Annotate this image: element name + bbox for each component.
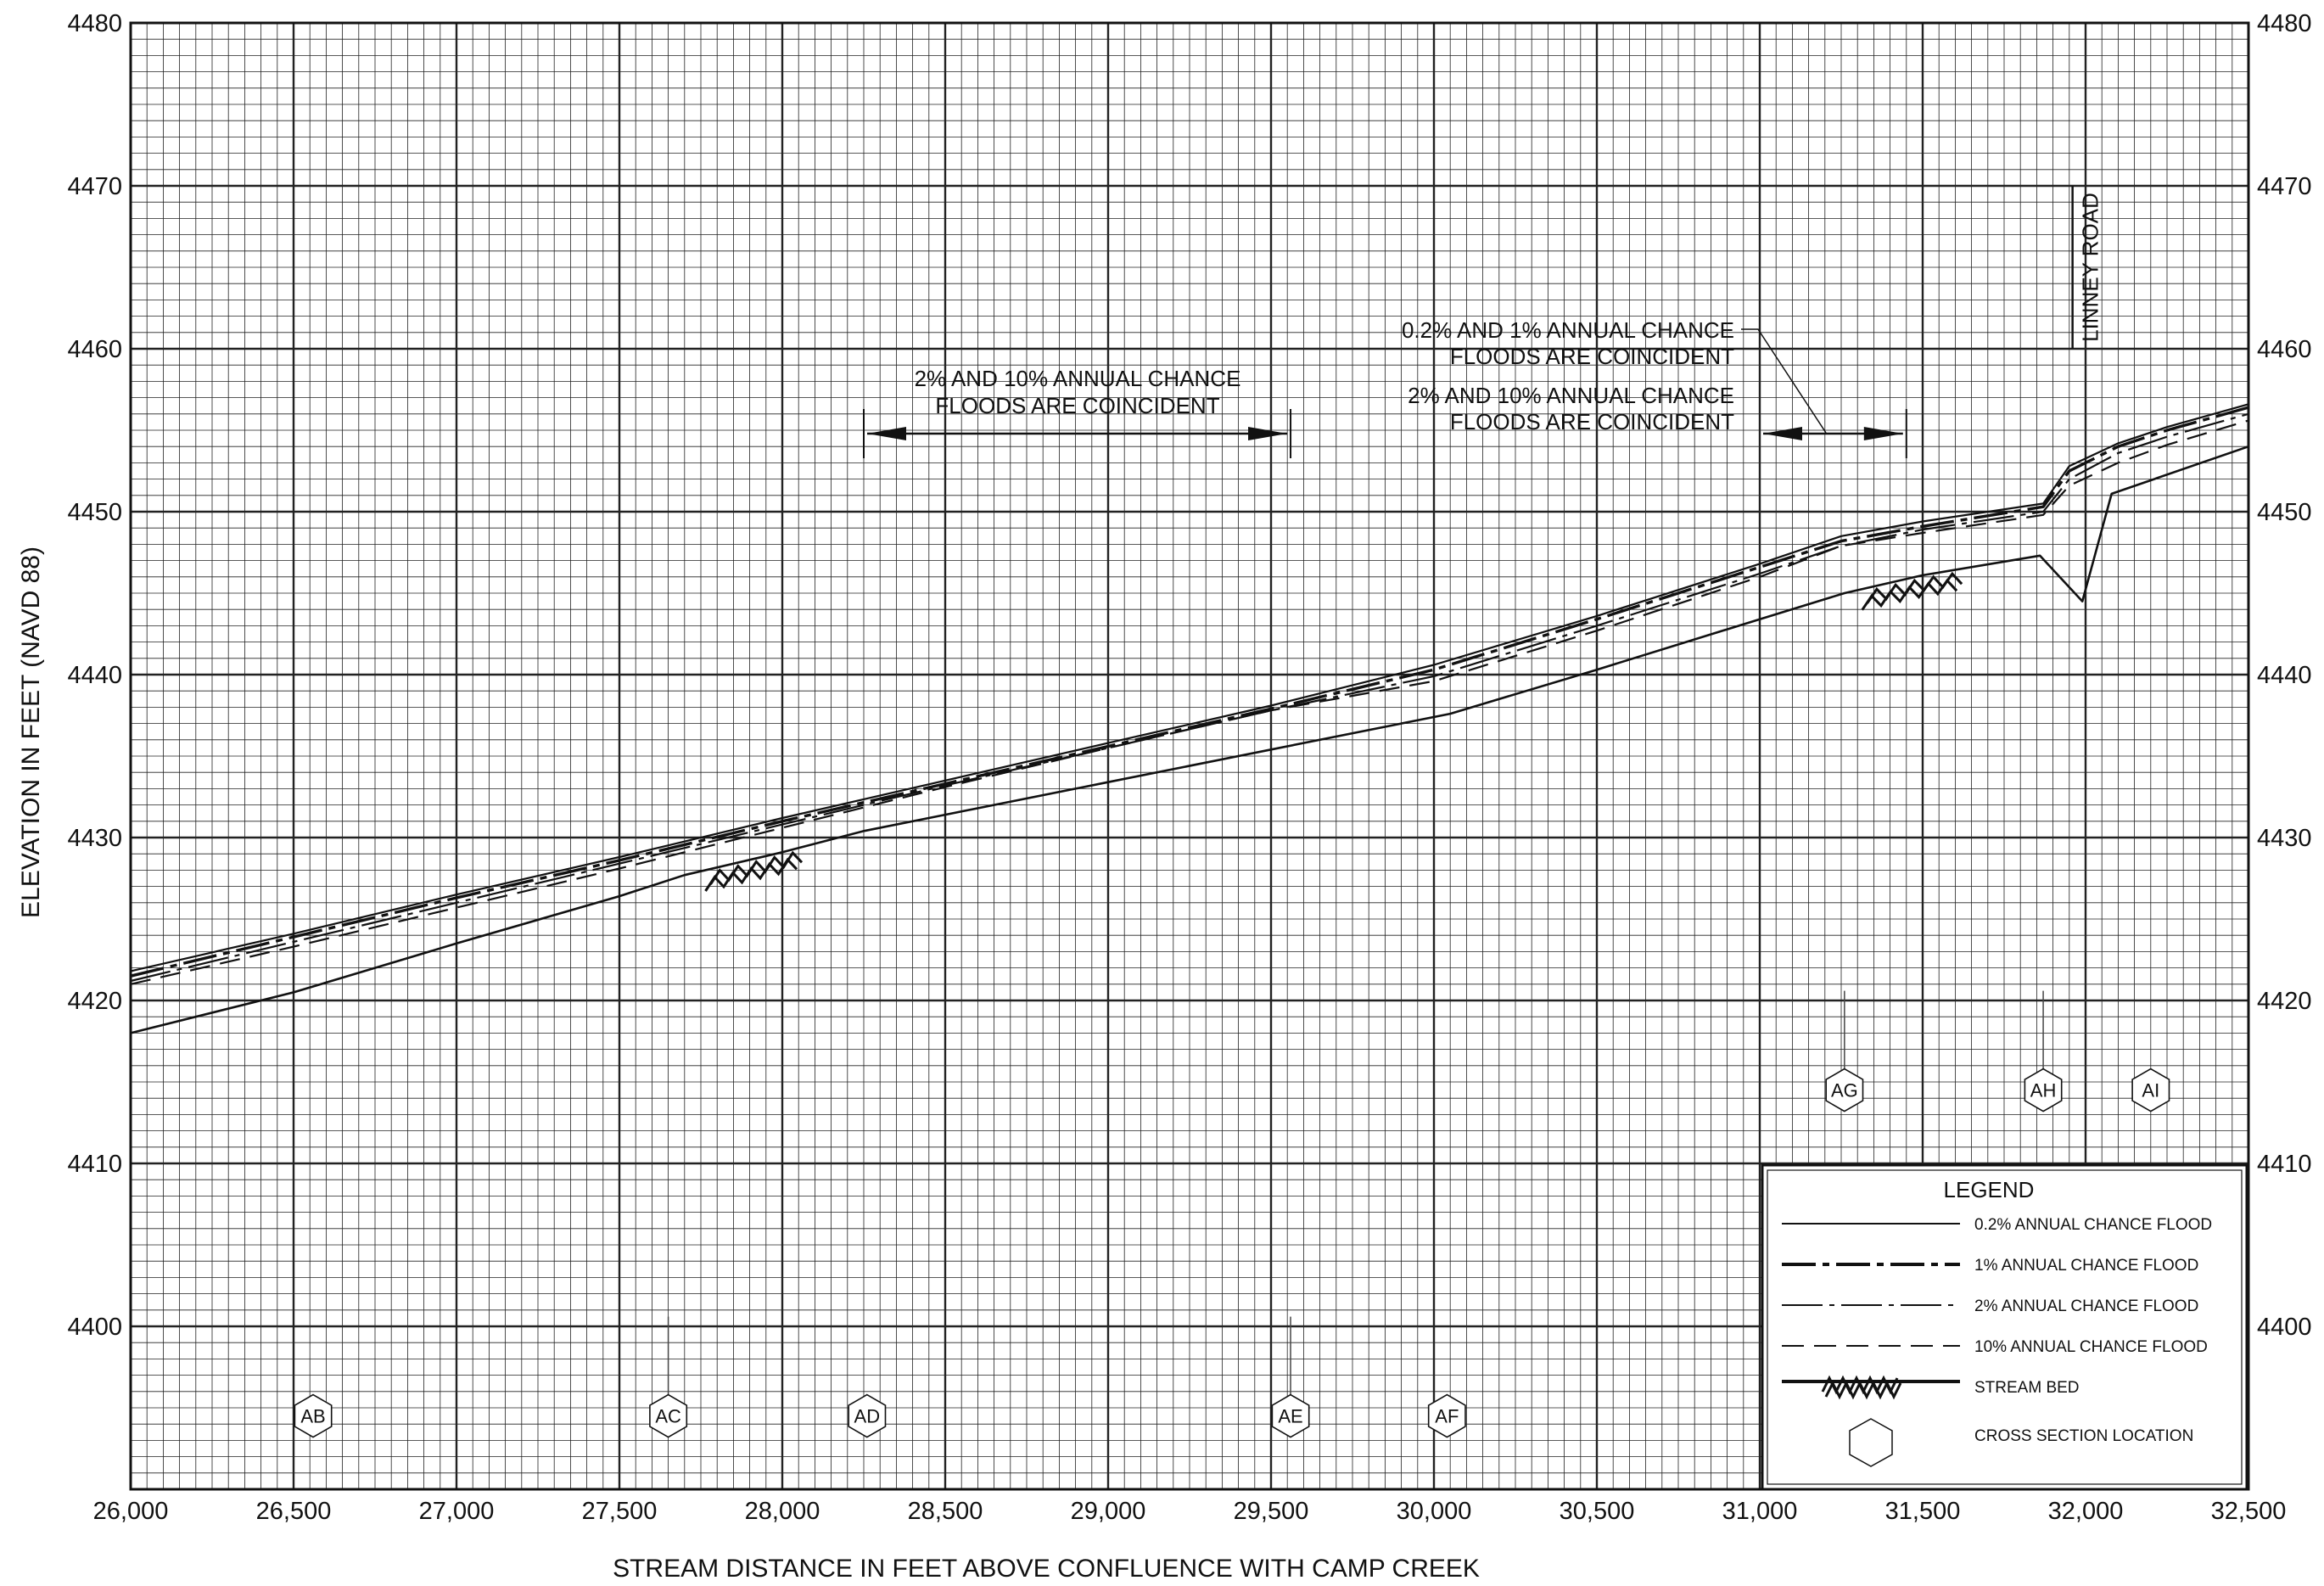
cross-section-hexagon — [1271, 1393, 1310, 1438]
x-tick-label: 29,000 — [1071, 1498, 1146, 1525]
legend-label-5: CROSS SECTION LOCATION — [1974, 1427, 2193, 1445]
legend-swatch-4 — [1782, 1375, 1960, 1400]
y-axis-title: ELEVATION IN FEET (NAVD 88) — [17, 546, 45, 918]
cross-section-hexagon — [649, 1393, 688, 1438]
legend: LEGEND 0.2% ANNUAL CHANCE FLOOD 1% ANNUA… — [1761, 1163, 2248, 1491]
annotation-arrowhead — [867, 427, 906, 440]
series-line-1 — [130, 406, 2249, 978]
legend-label-4: STREAM BED — [1974, 1379, 2080, 1397]
y-tick-label-left: 4480 — [67, 10, 122, 37]
plot-frame — [129, 21, 2250, 1491]
y-tick-label-left: 4430 — [67, 825, 122, 852]
series-group — [130, 403, 2249, 1034]
annotation-arrowhead — [1863, 427, 1903, 440]
x-tick-label: 32,500 — [2211, 1498, 2287, 1525]
legend-label-0: 0.2% ANNUAL CHANCE FLOOD — [1974, 1216, 2212, 1234]
cross-section-group: AB AC AD AE AF AG AH AI — [294, 990, 2170, 1438]
y-tick-label-left: 4460 — [67, 336, 122, 363]
cross-section-hexagon — [2131, 1068, 2170, 1112]
annotation-text: 2% AND 10% ANNUAL CHANCE — [915, 366, 1241, 391]
stream-bed-hatch — [1861, 578, 1958, 611]
y-tick-label-right: 4480 — [2257, 10, 2312, 37]
y-tick-label-right: 4440 — [2257, 662, 2312, 689]
y-tick-label-right: 4410 — [2257, 1151, 2312, 1178]
annotation-text: 2% AND 10% ANNUAL CHANCE — [1408, 383, 1734, 408]
cross-section-hexagon — [2024, 1068, 2063, 1112]
cross-section-label: AF — [1435, 1406, 1459, 1427]
series-line-2 — [130, 412, 2249, 983]
legend-frame-inner — [1767, 1169, 2243, 1485]
y-tick-label-right: 4450 — [2257, 499, 2312, 526]
annotation-text: FLOODS ARE COINCIDENT — [935, 393, 1219, 418]
annotation-arrowhead — [1763, 427, 1802, 440]
x-tick-label: 31,500 — [1885, 1498, 1961, 1525]
series-line-stream-bed — [130, 445, 2249, 1034]
road-label: LINNEY ROAD — [2078, 193, 2103, 342]
annotation-text: FLOODS ARE COINCIDENT — [1450, 344, 1734, 369]
legend-title: LEGEND — [1944, 1177, 2035, 1202]
y-tick-label-left: 4440 — [67, 662, 122, 689]
cross-section-label: AE — [1278, 1406, 1302, 1427]
y-tick-label-left: 4420 — [67, 988, 122, 1015]
y-tick-label-right: 4470 — [2257, 173, 2312, 200]
series-line-0 — [130, 403, 2249, 972]
cross-section-label: AD — [854, 1406, 881, 1427]
y-tick-label-left: 4410 — [67, 1151, 122, 1178]
stream-bed-hatch — [704, 857, 798, 892]
annotation-leader — [1741, 328, 1827, 434]
legend-frame-outer — [1761, 1163, 2248, 1491]
y-tick-label-right: 4430 — [2257, 825, 2312, 852]
cross-section-hexagon — [1825, 1068, 1864, 1112]
x-tick-label: 26,500 — [256, 1498, 332, 1525]
x-tick-label: 28,000 — [745, 1498, 820, 1525]
y-tick-label-right: 4460 — [2257, 336, 2312, 363]
y-tick-label-left: 4450 — [67, 499, 122, 526]
y-tick-label-left: 4470 — [67, 173, 122, 200]
annotation-text: 0.2% AND 1% ANNUAL CHANCE — [1402, 317, 1734, 343]
legend-swatch-5 — [1849, 1418, 1893, 1467]
x-tick-label: 32,000 — [2048, 1498, 2124, 1525]
legend-label-3: 10% ANNUAL CHANCE FLOOD — [1974, 1338, 2208, 1356]
cross-section-label: AH — [2030, 1080, 2057, 1101]
x-tick-label: 28,500 — [908, 1498, 983, 1525]
cross-section-label: AC — [655, 1406, 681, 1427]
stream-bed-hatch-group — [704, 571, 1963, 892]
x-tick-label: 26,000 — [93, 1498, 169, 1525]
x-tick-label: 30,500 — [1560, 1498, 1635, 1525]
x-tick-label: 29,500 — [1234, 1498, 1309, 1525]
x-tick-label: 30,000 — [1397, 1498, 1472, 1525]
cross-section-label: AB — [300, 1406, 325, 1427]
legend-label-1: 1% ANNUAL CHANCE FLOOD — [1974, 1257, 2198, 1275]
legend-label-2: 2% ANNUAL CHANCE FLOOD — [1974, 1297, 2198, 1315]
annotation-text: FLOODS ARE COINCIDENT — [1450, 409, 1734, 434]
x-tick-label: 27,500 — [582, 1498, 658, 1525]
cross-section-label: AI — [2142, 1080, 2159, 1101]
tick-label-group: 26,000 26,500 27,000 27,500 28,000 28,500 29,0… — [67, 10, 2311, 1525]
cross-section-hexagon — [848, 1393, 887, 1438]
y-tick-label-left: 4400 — [67, 1314, 122, 1341]
y-tick-label-right: 4400 — [2257, 1314, 2312, 1341]
annotation-arrowhead — [1248, 427, 1288, 440]
x-tick-label: 27,000 — [419, 1498, 495, 1525]
cross-section-hexagon — [294, 1393, 333, 1438]
x-tick-label: 31,000 — [1722, 1498, 1798, 1525]
x-axis-title: STREAM DISTANCE IN FEET ABOVE CONFLUENCE… — [613, 1555, 1480, 1583]
y-tick-label-right: 4420 — [2257, 988, 2312, 1015]
series-line-3 — [130, 419, 2249, 985]
cross-section-label: AG — [1831, 1080, 1858, 1101]
cross-section-hexagon — [1427, 1393, 1466, 1438]
